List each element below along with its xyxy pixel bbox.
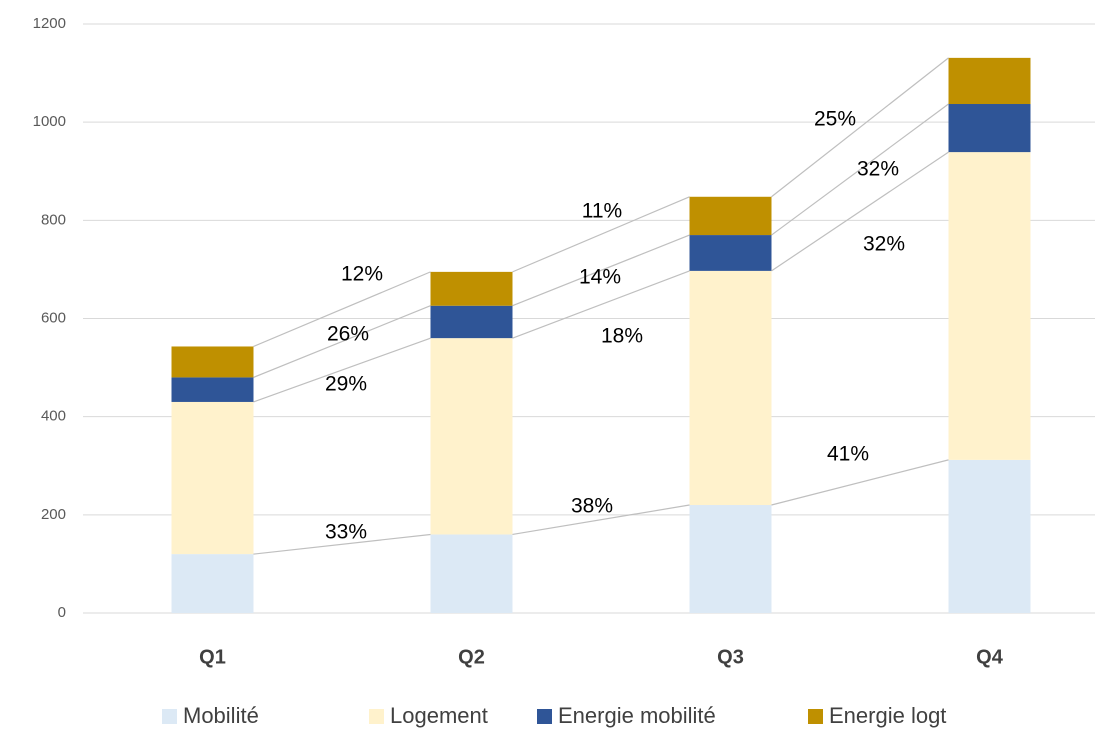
annotation: 41% bbox=[827, 443, 869, 466]
annotation: 29% bbox=[325, 373, 367, 396]
bar-segment bbox=[689, 235, 772, 271]
legend-label: Energie mobilité bbox=[558, 703, 716, 728]
annotation: 18% bbox=[601, 325, 643, 348]
connector-line bbox=[253, 305, 431, 378]
x-tick-label: Q3 bbox=[717, 646, 744, 668]
connector-line bbox=[771, 151, 949, 272]
bar-segment bbox=[948, 57, 1031, 105]
y-tick-label: 400 bbox=[41, 408, 66, 425]
bar-segment bbox=[689, 270, 772, 506]
y-tick-label: 800 bbox=[41, 211, 66, 228]
bar-segment bbox=[430, 338, 513, 535]
bar-segment bbox=[948, 152, 1031, 460]
y-tick-label: 200 bbox=[41, 506, 66, 523]
legend-swatch bbox=[162, 709, 177, 724]
x-tick-label: Q1 bbox=[199, 646, 226, 668]
bar-segment bbox=[171, 401, 254, 555]
bar-segment bbox=[430, 305, 513, 339]
connector-line bbox=[771, 57, 949, 198]
annotation: 11% bbox=[582, 200, 622, 223]
connector-line bbox=[253, 271, 431, 348]
bar-segment bbox=[430, 271, 513, 306]
x-tick-label: Q4 bbox=[976, 646, 1004, 668]
legend-label: Energie logt bbox=[829, 703, 946, 728]
bar-segment bbox=[171, 346, 254, 378]
y-tick-label: 1000 bbox=[33, 113, 66, 130]
connector-line bbox=[512, 504, 690, 536]
connector-line bbox=[512, 196, 690, 273]
bar-segment bbox=[948, 459, 1031, 613]
connector-line bbox=[512, 234, 690, 307]
bar-segment bbox=[689, 196, 772, 236]
connector-line bbox=[253, 337, 431, 403]
legend-swatch bbox=[808, 709, 823, 724]
annotation: 26% bbox=[327, 323, 369, 346]
annotation: 32% bbox=[857, 158, 899, 181]
legend-label: Mobilité bbox=[183, 703, 259, 728]
annotation: 38% bbox=[571, 495, 613, 518]
connector-line bbox=[771, 103, 949, 236]
x-tick-label: Q2 bbox=[458, 646, 485, 668]
connector-line bbox=[512, 270, 690, 339]
y-tick-label: 600 bbox=[41, 309, 66, 326]
annotation: 32% bbox=[863, 233, 905, 256]
bar-segment bbox=[948, 104, 1031, 153]
legend-swatch bbox=[369, 709, 384, 724]
bar-segment bbox=[689, 505, 772, 613]
legend-label: Logement bbox=[390, 703, 488, 728]
y-tick-label: 1200 bbox=[33, 15, 66, 32]
connector-line bbox=[771, 459, 949, 506]
annotation: 33% bbox=[325, 521, 367, 544]
bar-segment bbox=[430, 534, 513, 613]
annotation: 12% bbox=[341, 263, 383, 286]
bar-segment bbox=[171, 554, 254, 613]
legend-swatch bbox=[537, 709, 552, 724]
annotation: 14% bbox=[579, 266, 621, 289]
connector-line bbox=[253, 533, 431, 555]
y-tick-label: 0 bbox=[58, 604, 66, 621]
annotation: 25% bbox=[814, 108, 856, 131]
bar-segment bbox=[171, 377, 254, 402]
